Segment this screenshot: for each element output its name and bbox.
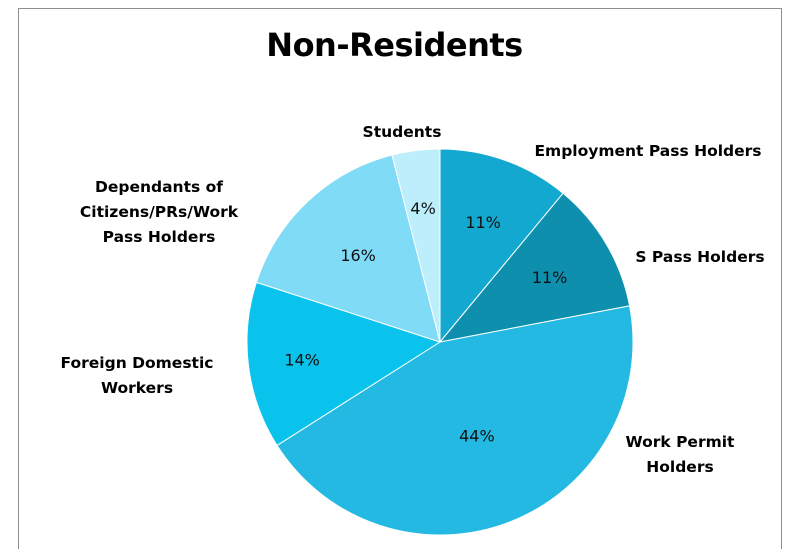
category-label-line: Holders xyxy=(646,458,713,476)
percent-label-6: 4% xyxy=(410,199,435,218)
category-label-4: Foreign Domestic Workers xyxy=(61,354,214,397)
percent-label-3: 44% xyxy=(459,426,495,445)
pie-slice-2 xyxy=(438,192,631,343)
category-label-line: Work Permit xyxy=(626,433,736,451)
category-label-3: Work Permit Holders xyxy=(626,433,736,476)
category-label-line: Students xyxy=(363,123,442,141)
pie-slice-3 xyxy=(276,305,634,536)
percent-labels: 11% 11% 44% 14% 16% 4% xyxy=(284,199,567,445)
pie-slices xyxy=(246,148,634,536)
percent-label-4: 14% xyxy=(284,350,320,369)
category-label-line: Workers xyxy=(101,379,173,397)
percent-label-1: 11% xyxy=(465,213,501,232)
category-label-2: S Pass Holders xyxy=(635,248,764,266)
category-labels: Employment Pass Holders S Pass Holders Wor… xyxy=(61,123,765,476)
percent-label-2: 11% xyxy=(532,268,568,287)
percent-label-5: 16% xyxy=(340,246,376,265)
category-label-5: Dependants of Citizens/PRs/Work Pass Holde… xyxy=(80,178,239,246)
category-label-line: Employment Pass Holders xyxy=(534,142,761,160)
pie-slice-1 xyxy=(439,148,564,344)
pie-slice-4 xyxy=(246,281,442,447)
category-label-line: Dependants of xyxy=(95,178,223,196)
category-label-1: Employment Pass Holders xyxy=(534,142,761,160)
category-label-line: Citizens/PRs/Work xyxy=(80,203,239,221)
pie-slice-6 xyxy=(391,148,441,343)
pie-slice-5 xyxy=(255,154,441,343)
chart-title: Non-Residents xyxy=(266,26,523,64)
chart-border xyxy=(18,8,782,549)
category-label-line: Pass Holders xyxy=(103,228,216,246)
category-label-line: Foreign Domestic xyxy=(61,354,214,372)
category-label-6: Students xyxy=(363,123,442,141)
category-label-line: S Pass Holders xyxy=(635,248,764,266)
